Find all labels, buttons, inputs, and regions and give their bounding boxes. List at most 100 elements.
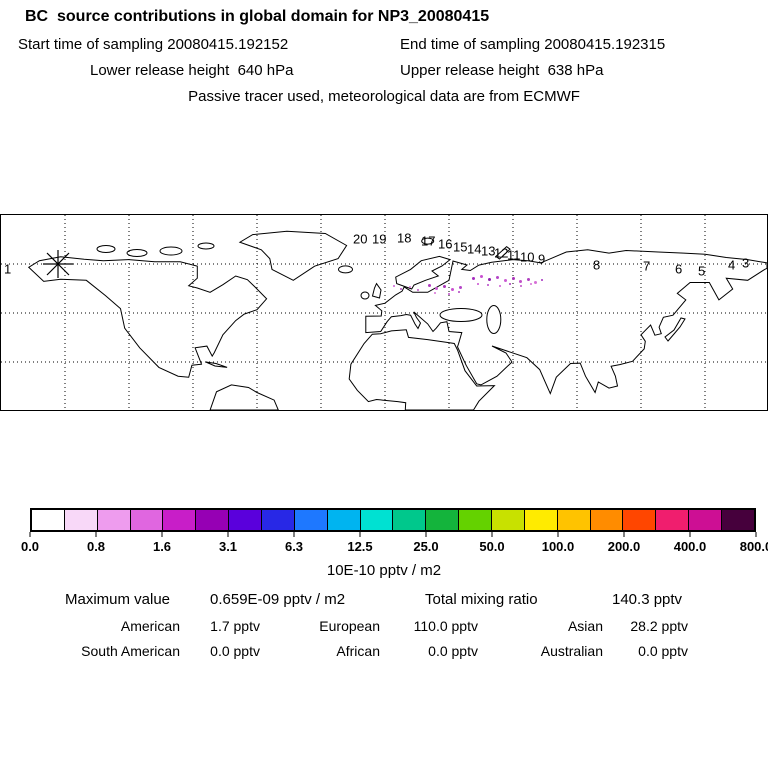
trajectory-time-label: 6	[675, 261, 683, 277]
colorbar-tick-label: 200.0	[607, 539, 641, 554]
max-value-label: Maximum value	[65, 591, 171, 608]
concentration-dot	[519, 280, 522, 283]
contribution-value: 110.0 pptv	[413, 618, 478, 634]
colorbar-tick-label: 3.1	[218, 539, 238, 554]
colorbar-tick-mark	[425, 532, 427, 537]
colorbar-cell	[491, 510, 524, 530]
concentration-dot	[451, 288, 454, 291]
trajectory-time-label: 14	[467, 241, 482, 257]
end-time-label: End time of sampling 20080415.192315	[400, 36, 666, 53]
concentration-dot	[409, 286, 411, 288]
concentration-dot	[520, 285, 522, 287]
trajectory-time-label: 19	[372, 231, 387, 247]
max-value: 0.659E-09 pptv / m2	[210, 591, 346, 608]
trajectory-time-label: 11	[507, 247, 521, 263]
trajectory-time-label: 12	[494, 245, 509, 261]
colorbar-units: 10E-10 pptv / m2	[326, 562, 442, 579]
colorbar-cell	[63, 510, 97, 530]
contribution-region-label: African	[336, 643, 380, 659]
concentration-dot	[480, 275, 483, 278]
colorbar-cell	[359, 510, 393, 530]
colorbar-tick-label: 1.6	[152, 539, 172, 554]
trajectory-time-label: 16	[438, 236, 453, 252]
colorbar-cell	[261, 510, 294, 530]
upper-release-label: Upper release height 638 hPa	[400, 62, 604, 79]
contribution-value: 28.2 pptv	[630, 618, 688, 634]
colorbar-cell	[688, 510, 722, 530]
colorbar-cell	[589, 510, 623, 530]
concentration-dot	[400, 288, 402, 290]
total-mixing-ratio-label: Total mixing ratio	[425, 591, 538, 608]
receptor-marker-icon	[43, 250, 73, 278]
lower-release-label: Lower release height 640 hPa	[90, 62, 294, 79]
colorbar-tick-label: 50.0	[479, 539, 505, 554]
contribution-region-label: South American	[81, 643, 180, 659]
trajectory-time-label: 17	[421, 233, 436, 249]
stats-line: Maximum value 0.659E-09 pptv / m2 Total …	[0, 591, 768, 609]
contribution-value: 0.0 pptv	[428, 643, 478, 659]
colorbar-cell	[622, 510, 656, 530]
concentration-dot	[435, 287, 438, 290]
colorbar-tick-mark	[293, 532, 295, 537]
graticule	[1, 215, 767, 410]
contribution-value: 0.0 pptv	[210, 643, 260, 659]
colorbar-cell	[392, 510, 426, 530]
colorbar-tick-mark	[623, 532, 625, 537]
tracer-note: Passive tracer used, meteorological data…	[188, 88, 580, 105]
colorbar-tick-mark	[755, 532, 757, 537]
concentration-dot	[459, 286, 462, 289]
concentration-dot	[487, 284, 489, 286]
colorbar-tick-mark	[161, 532, 163, 537]
colorbar-tick-label: 100.0	[541, 539, 575, 554]
concentration-dot	[530, 283, 532, 285]
trajectory-time-label: 1	[4, 261, 12, 277]
trajectory-time-label: 10	[520, 249, 535, 265]
colorbar-tick-label: 6.3	[284, 539, 304, 554]
colorbar-cell	[162, 510, 196, 530]
colorbar-tick-label: 25.0	[413, 539, 439, 554]
start-time-label: Start time of sampling 20080415.192152	[18, 36, 289, 53]
world-map: 20 19 18 17 16 15 14 13 12 11 10 9 8 7 6 5 4 3 1	[0, 214, 768, 411]
concentration-dot	[499, 285, 501, 287]
colorbar-tick-mark	[227, 532, 229, 537]
colorbar-tick-label: 0.8	[86, 539, 106, 554]
total-mixing-ratio-value: 140.3 pptv	[612, 591, 683, 608]
map-overlay: 20 19 18 17 16 15 14 13 12 11 10 9 8 7 6 5 4 3 1	[1, 215, 767, 410]
page-title: BC source contributions in global domain…	[25, 8, 490, 25]
inland-seas	[439, 305, 502, 334]
colorbar-cell	[96, 510, 130, 530]
colorbar-tick-mark	[29, 532, 31, 537]
colorbar-cell	[326, 510, 360, 530]
colorbar-cell	[293, 510, 327, 530]
colorbar-cell	[523, 510, 557, 530]
colorbar-tick-label: 400.0	[673, 539, 707, 554]
colorbar-cell	[458, 510, 492, 530]
concentration-dot	[504, 279, 507, 282]
colorbar-cell	[425, 510, 459, 530]
concentration-dot	[488, 278, 491, 281]
colorbar-tick-label: 0.0	[20, 539, 40, 554]
coastlines	[27, 230, 767, 410]
colorbar-cell	[32, 510, 64, 530]
contributions-grid: American 1.7 pptv European 110.0 pptv Asian 2…	[20, 618, 688, 659]
trajectory-time-label: 13	[481, 243, 496, 259]
contribution-region-label: European	[319, 618, 380, 634]
concentration-dot	[477, 283, 479, 285]
trajectory-time-label: 8	[593, 257, 601, 273]
concentration-dot	[512, 277, 515, 280]
concentration-dot	[443, 285, 446, 288]
concentration-dot	[434, 292, 436, 294]
concentration-dot	[428, 284, 431, 287]
colorbar-cell	[655, 510, 689, 530]
colorbar-tick-mark	[557, 532, 559, 537]
concentration-dot	[448, 293, 450, 295]
colorbar-cell	[195, 510, 229, 530]
colorbar-tick-label: 12.5	[347, 539, 373, 554]
figure-header: BC source contributions in global domain…	[0, 8, 768, 108]
concentration-dot	[393, 285, 395, 287]
concentration-dot	[534, 281, 537, 284]
concentration-dot	[458, 291, 460, 293]
contribution-region-label: Asian	[567, 618, 603, 634]
colorbar-tick-mark	[491, 532, 493, 537]
concentration-dot	[527, 278, 530, 281]
